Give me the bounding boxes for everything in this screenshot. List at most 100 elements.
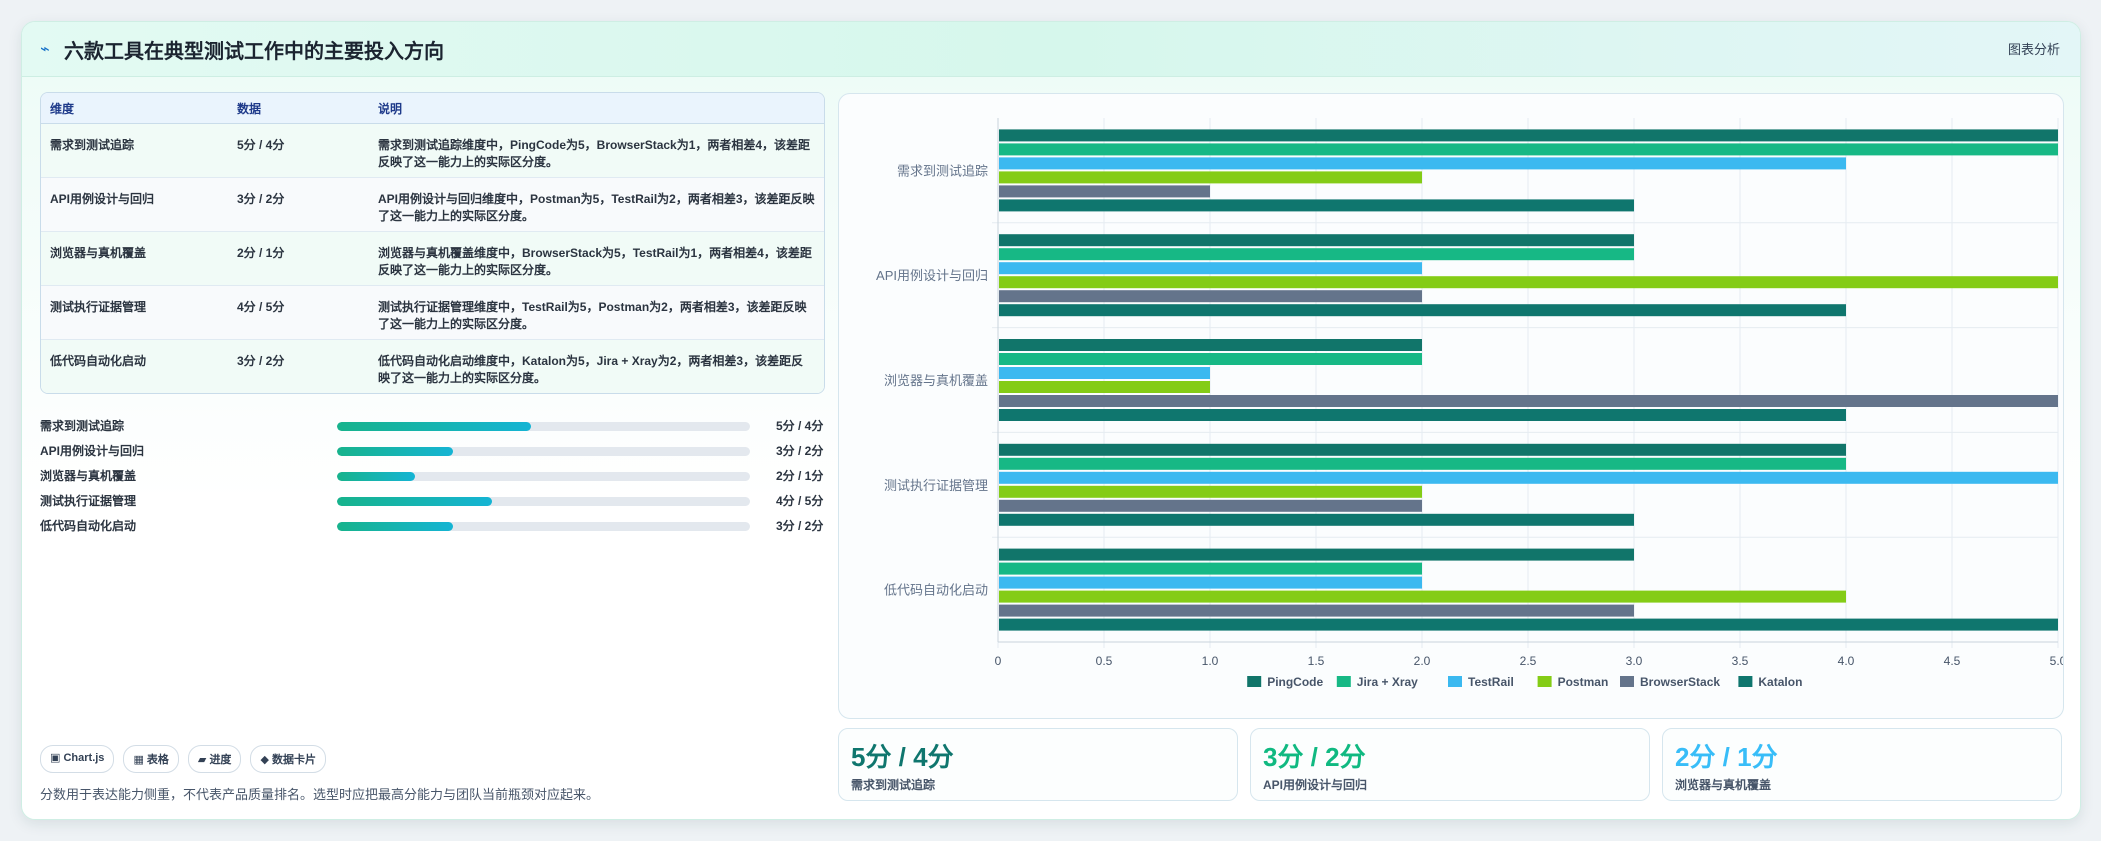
bar <box>999 234 1634 247</box>
bar <box>999 443 1846 456</box>
progress-track <box>337 497 750 506</box>
legend-swatch <box>1247 676 1262 687</box>
bar <box>999 157 1846 170</box>
bar <box>999 381 1210 393</box>
header-tag: 图表分析 <box>2007 42 2060 57</box>
progress-track <box>337 522 750 531</box>
bar <box>999 276 2058 289</box>
progress-value: 4分 / 5分 <box>776 494 824 508</box>
progress-fill <box>337 447 453 456</box>
progress-fill <box>337 422 532 431</box>
chip-chartjs[interactable]: ▣ Chart.js <box>40 745 115 773</box>
chip-label: 数据卡片 <box>271 754 316 766</box>
x-tick-label: 2.0 <box>1414 654 1431 668</box>
table-header-row: 维度 数据 说明 <box>41 93 824 124</box>
progress-row: 浏览器与真机覆盖 2分 / 1分 <box>40 467 830 492</box>
kpi-value: 3分 / 2分 <box>1263 742 1366 772</box>
progress-list: 需求到测试追踪 5分 / 4分 API用例设计与回归 3分 / 2分 浏览器与真… <box>40 417 830 542</box>
bar <box>999 457 1846 470</box>
legend-swatch <box>1738 676 1753 687</box>
bar <box>999 471 2058 484</box>
kpi-value: 5分 / 4分 <box>851 742 954 772</box>
x-tick-label: 2.5 <box>1520 654 1537 668</box>
chart-icon: ▣ <box>50 752 61 764</box>
bar <box>999 367 1210 379</box>
kpi-label: 需求到测试追踪 <box>851 778 936 792</box>
kpi-label: API用例设计与回归 <box>1263 778 1368 792</box>
x-tick-label: 0 <box>995 654 1002 668</box>
y-category-label: 测试执行证据管理 <box>884 478 988 493</box>
column-header-dimension: 维度 <box>41 93 228 124</box>
progress-track <box>337 447 750 456</box>
bar <box>999 262 1422 275</box>
header: ⌁ 六款工具在典型测试工作中的主要投入方向 图表分析 <box>22 22 2080 77</box>
bar-chart-panel: 0 0.5 1.0 1.5 2.0 2.5 3.0 3.5 4.0 4.5 5.0 需求到测试追踪 AP… <box>838 93 2064 719</box>
y-category-label: 浏览器与真机覆盖 <box>884 373 988 388</box>
legend-swatch <box>1537 676 1552 687</box>
progress-label: API用例设计与回归 <box>40 444 145 458</box>
cell-dimension: 需求到测试追踪 <box>41 123 228 178</box>
progress-row: 测试执行证据管理 4分 / 5分 <box>40 492 830 517</box>
bar <box>999 339 1422 351</box>
x-tick-label: 3.5 <box>1732 654 1749 668</box>
bar <box>999 248 1634 261</box>
progress-track <box>337 422 750 431</box>
bar <box>999 618 2058 631</box>
bolt-icon: ⌁ <box>40 41 50 58</box>
bar <box>999 513 1634 526</box>
bar <box>999 548 1634 561</box>
bar <box>999 129 2058 142</box>
x-tick-label: 5.0 <box>2050 654 2063 668</box>
cell-dimension: 浏览器与真机覆盖 <box>41 231 228 286</box>
progress-row: API用例设计与回归 3分 / 2分 <box>40 442 830 467</box>
x-tick-label: 0.5 <box>1096 654 1113 668</box>
progress-label: 低代码自动化启动 <box>40 519 137 533</box>
bar <box>999 353 1422 365</box>
bar <box>999 185 1210 198</box>
cell-dimension: 测试执行证据管理 <box>41 285 228 340</box>
bar <box>999 395 2058 407</box>
chip-label: Chart.js <box>63 752 105 764</box>
progress-value: 3分 / 2分 <box>776 519 824 533</box>
chip-data-card[interactable]: ◆ 数据卡片 <box>250 745 326 773</box>
x-tick-label: 4.5 <box>1944 654 1961 668</box>
cell-description: 浏览器与真机覆盖维度中，BrowserStack为5，TestRail为1，两者… <box>369 231 824 286</box>
table-icon: ▦ <box>133 754 144 766</box>
cell-data: 5分 / 4分 <box>228 123 369 178</box>
x-tick-label: 1.5 <box>1308 654 1325 668</box>
progress-label: 测试执行证据管理 <box>40 494 137 508</box>
kpi-card: 5分 / 4分 需求到测试追踪 <box>838 728 1238 801</box>
data-table: 维度 数据 说明 需求到测试追踪 5分 / 4分 需求到测试追踪维度中，Ping… <box>40 92 825 394</box>
chip-label: 表格 <box>146 754 169 766</box>
chip-progress[interactable]: ▰ 进度 <box>187 745 242 773</box>
chip-table[interactable]: ▦ 表格 <box>123 745 179 773</box>
legend-swatch <box>1336 676 1351 687</box>
bar <box>999 562 1422 575</box>
page-title: 六款工具在典型测试工作中的主要投入方向 <box>64 40 444 63</box>
cell-dimension: API用例设计与回归 <box>41 177 228 232</box>
progress-label: 需求到测试追踪 <box>40 419 125 433</box>
card-icon: ◆ <box>260 754 269 766</box>
chip-list: ▣ Chart.js ▦ 表格 ▰ 进度 ◆ 数据卡片 <box>40 745 326 773</box>
progress-fill <box>337 497 492 506</box>
bar <box>999 171 1422 184</box>
y-category-label: 低代码自动化启动 <box>884 583 988 598</box>
x-tick-label: 3.0 <box>1626 654 1643 668</box>
legend-label: Postman <box>1558 675 1609 689</box>
progress-row: 需求到测试追踪 5分 / 4分 <box>40 417 830 442</box>
bar-chart: 0 0.5 1.0 1.5 2.0 2.5 3.0 3.5 4.0 4.5 5.0 需求到测试追踪 AP… <box>876 118 2063 689</box>
table-row: 需求到测试追踪 5分 / 4分 需求到测试追踪维度中，PingCode为5，Br… <box>41 123 824 178</box>
column-header-description: 说明 <box>369 93 824 124</box>
bar <box>999 576 1422 589</box>
table-row: API用例设计与回归 3分 / 2分 API用例设计与回归维度中，Postman… <box>41 177 824 232</box>
legend-label: PingCode <box>1267 675 1323 689</box>
legend-label: Katalon <box>1758 675 1802 689</box>
footnote: 分数用于表达能力侧重，不代表产品质量排名。选型时应把最高分能力与团队当前瓶颈对应… <box>40 787 600 802</box>
legend-swatch <box>1448 676 1462 687</box>
cell-data: 2分 / 1分 <box>228 231 369 286</box>
legend-label: TestRail <box>1468 675 1514 689</box>
bar <box>999 199 1634 212</box>
legend-label: BrowserStack <box>1640 675 1720 689</box>
cell-description: 测试执行证据管理维度中，TestRail为5，Postman为2，两者相差3，该… <box>369 285 824 340</box>
table-row: 低代码自动化启动 3分 / 2分 低代码自动化启动维度中，Katalon为5，J… <box>41 339 824 393</box>
